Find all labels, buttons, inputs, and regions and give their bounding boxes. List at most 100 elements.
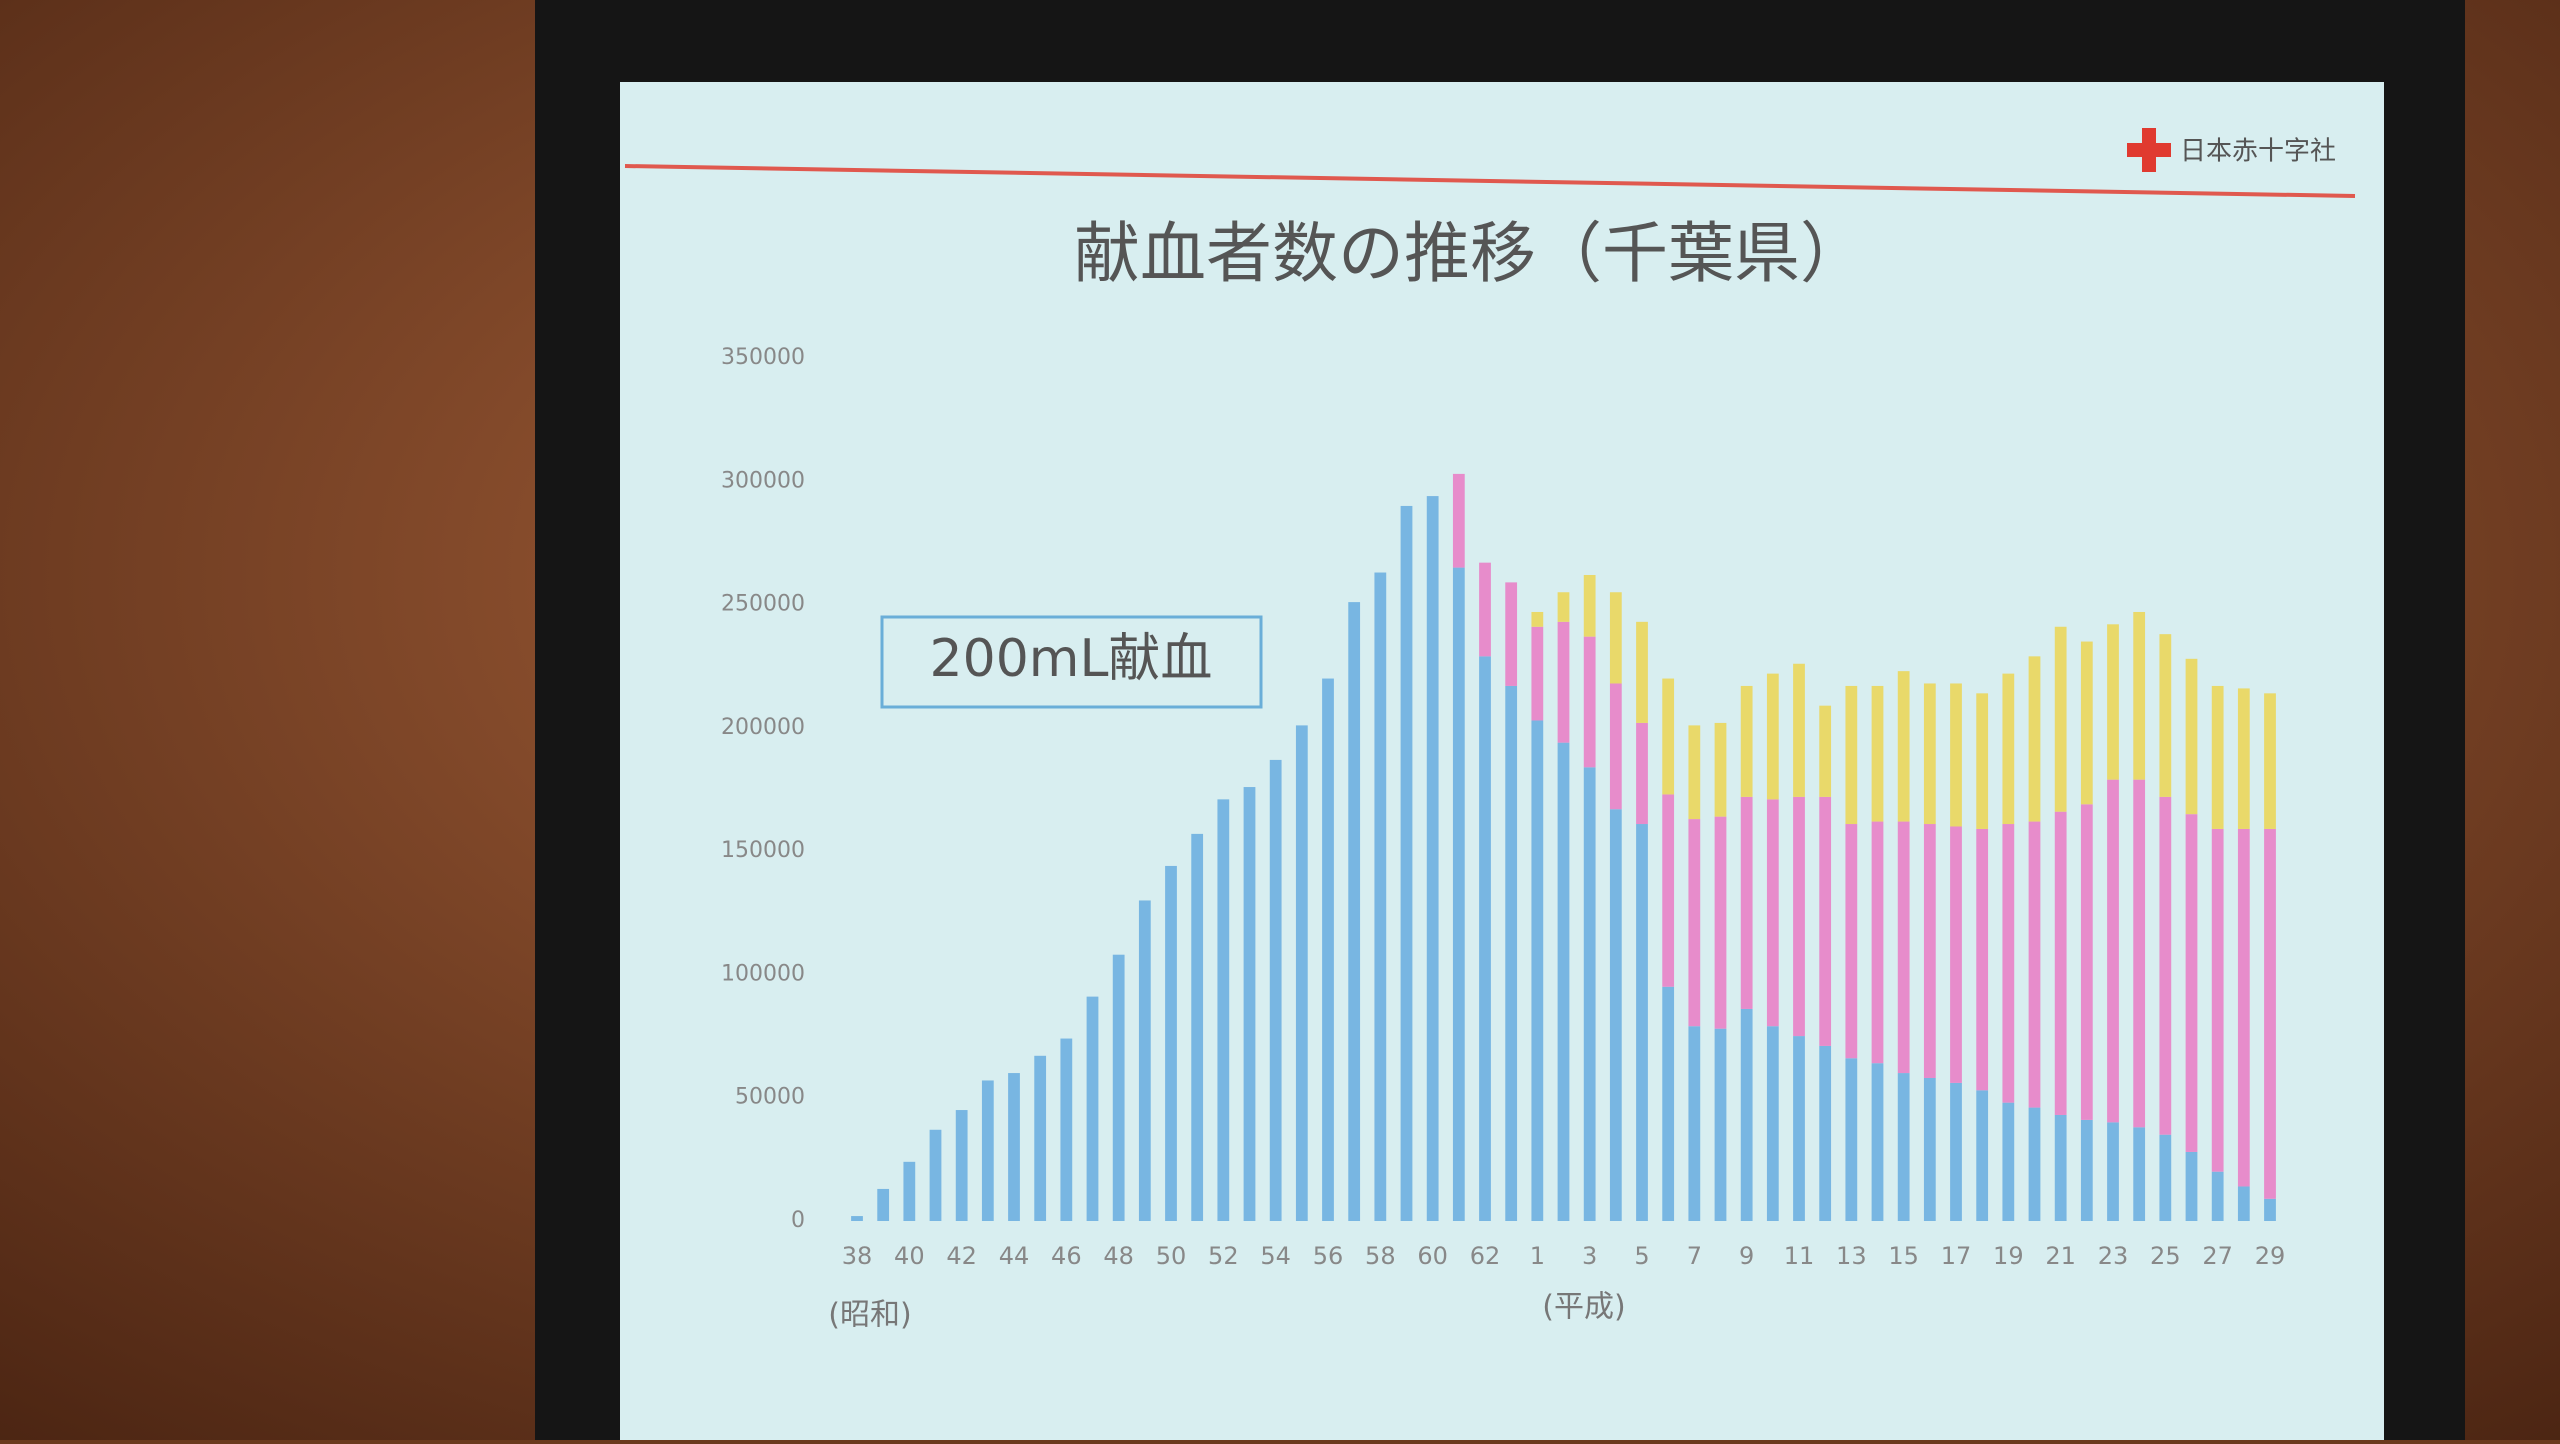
bar-segment — [1295, 725, 1308, 1221]
bar-segment — [1740, 685, 1753, 797]
bar-segment — [2237, 688, 2250, 829]
bar-segment — [1217, 799, 1230, 1221]
chart-title: 献血者数の推移（千葉県） — [1074, 215, 1866, 292]
logo-cross — [2127, 143, 2171, 157]
bar-segment — [1950, 683, 1962, 827]
x-tick-label: 9 — [1739, 1242, 1754, 1270]
y-tick-label: 100000 — [721, 961, 805, 986]
series-label: 200mL献血 — [930, 629, 1213, 689]
bar-segment — [1766, 1026, 1779, 1221]
bar-segment — [1505, 685, 1518, 1221]
bar-segment — [1086, 996, 1099, 1221]
bar-segment — [1976, 693, 1989, 829]
bar-segment — [1897, 821, 1910, 1074]
bar-segment — [1897, 1073, 1910, 1221]
y-tick-label: 150000 — [721, 838, 805, 863]
y-tick-label: 200000 — [721, 715, 805, 740]
bar-segment — [1871, 1063, 1884, 1221]
bar-segment — [1008, 1073, 1020, 1221]
bar-segment — [981, 1080, 994, 1221]
bar-segment — [2159, 796, 2172, 1135]
y-tick-label: 0 — [791, 1208, 805, 1233]
bar-segment — [1662, 678, 1675, 795]
bar-segment — [1662, 794, 1675, 987]
x-tick-label: 46 — [1051, 1242, 1082, 1270]
bar-segment — [1923, 824, 1936, 1078]
bar-segment — [1819, 1045, 1832, 1221]
bar-segment — [2185, 1151, 2198, 1221]
bar-segment — [2080, 804, 2093, 1120]
bar-segment — [1322, 678, 1334, 1221]
bar-segment — [1636, 722, 1648, 825]
x-tick-label: 48 — [1103, 1242, 1134, 1270]
x-tick-label: 17 — [1941, 1242, 1972, 1270]
y-tick-label: 250000 — [721, 592, 805, 617]
bar-segment — [1897, 671, 1910, 822]
bar-segment — [1557, 742, 1570, 1221]
bar-segment — [1583, 636, 1596, 768]
bar-segment — [2080, 1119, 2093, 1221]
bar-segment — [1688, 1026, 1701, 1221]
bar-segment — [1191, 833, 1204, 1221]
bar-segment — [2264, 828, 2276, 1199]
bar-segment — [1034, 1055, 1047, 1221]
bar-segment — [1740, 1008, 1753, 1221]
bar-segment — [2002, 824, 2015, 1103]
bar-segment — [1269, 759, 1282, 1221]
bar-segment — [1976, 1090, 1989, 1221]
bar-segment — [955, 1110, 968, 1221]
bar-segment — [1452, 567, 1465, 1221]
bar-segment — [1845, 685, 1858, 825]
bar-segment — [1793, 796, 1805, 1037]
x-tick-label: 5 — [1634, 1242, 1649, 1270]
bar-segment — [1609, 592, 1622, 684]
bar-segment — [1740, 796, 1753, 1009]
y-tick-label: 50000 — [735, 1085, 805, 1110]
bar-segment — [1793, 663, 1805, 797]
x-tick-label: 27 — [2202, 1242, 2233, 1270]
x-tick-label: 3 — [1582, 1242, 1597, 1270]
bar-segment — [2002, 673, 2015, 825]
bar-segment — [1976, 828, 1989, 1091]
bar-segment — [2080, 641, 2093, 805]
bar-segment — [1923, 683, 1936, 825]
y-tick-label: 350000 — [721, 345, 805, 370]
x-tick-label: 44 — [999, 1242, 1030, 1270]
header-rule — [624, 164, 2356, 198]
bar-segment — [1165, 865, 1177, 1221]
bar-segment — [2237, 1186, 2250, 1221]
bar-segment — [1766, 799, 1779, 1027]
bar-segment — [1950, 1082, 1962, 1221]
x-tick-label: 38 — [842, 1242, 873, 1270]
x-tick-label: 7 — [1687, 1242, 1702, 1270]
bar-segment — [1714, 816, 1727, 1029]
bar-segment — [1479, 562, 1491, 657]
bar-segment — [2002, 1102, 2015, 1221]
x-tick-label: 50 — [1156, 1242, 1187, 1270]
bar-segment — [1714, 722, 1727, 817]
bar-segment — [2107, 1122, 2119, 1221]
x-tick-label: 40 — [894, 1242, 925, 1270]
bar-segment — [1845, 1058, 1858, 1221]
bar-segment — [2028, 821, 2041, 1108]
bar-segment — [2159, 1134, 2172, 1221]
bar-segment — [1557, 621, 1570, 743]
bar-segment — [851, 1216, 863, 1221]
bar-segment — [2211, 1171, 2224, 1221]
bar-segment — [2133, 779, 2146, 1128]
bar-segment — [1583, 767, 1596, 1221]
bar-segment — [1766, 673, 1779, 800]
x-tick-label: 56 — [1313, 1242, 1344, 1270]
x-tick-label: 13 — [1836, 1242, 1867, 1270]
bar-segment — [2054, 811, 2067, 1115]
bar-segment — [1636, 621, 1648, 723]
bar-segment — [929, 1129, 942, 1221]
bar-segment — [1557, 592, 1570, 622]
bar-segment — [1243, 787, 1256, 1221]
bar-segment — [1531, 720, 1544, 1221]
bar-segment — [2185, 658, 2198, 815]
annotation-box — [880, 615, 1263, 709]
bar-segment — [1609, 683, 1622, 810]
bar-segment — [1819, 796, 1832, 1046]
x-tick-label: 54 — [1260, 1242, 1291, 1270]
